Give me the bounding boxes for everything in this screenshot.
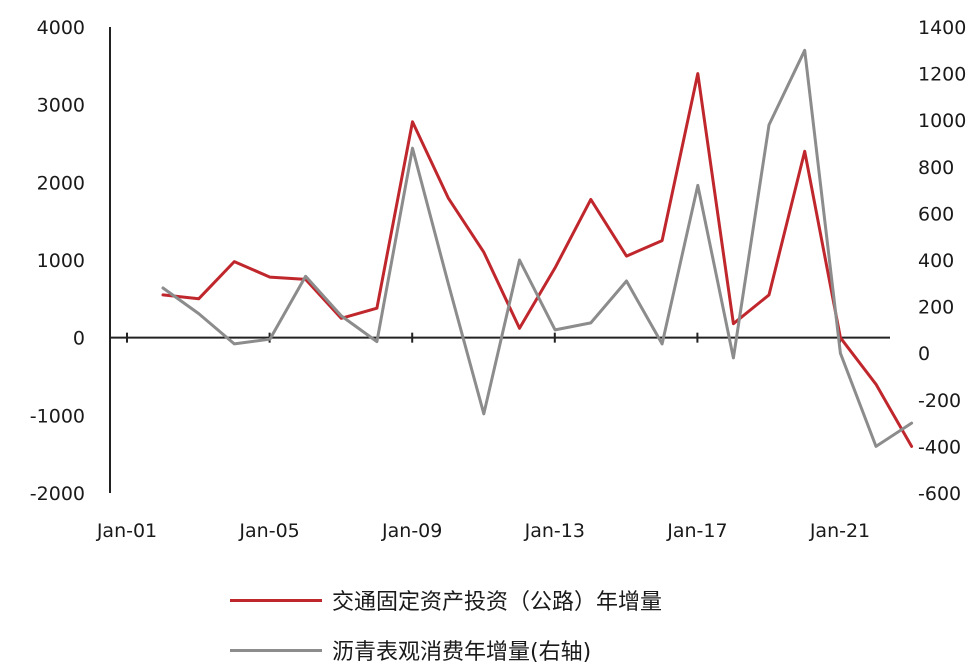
right-tick-label: 1400 (918, 17, 966, 39)
right-tick-label: 800 (918, 157, 954, 179)
x-tick-label: Jan-13 (524, 520, 585, 542)
right-tick-label: 1000 (918, 110, 966, 132)
left-tick-label: 1000 (37, 250, 85, 272)
legend-swatch-red (230, 599, 322, 602)
x-tick-label: Jan-01 (96, 520, 157, 542)
right-tick-label: 200 (918, 297, 954, 319)
right-tick-label: 400 (918, 250, 954, 272)
left-tick-label: 2000 (37, 172, 85, 194)
right-tick-label: -200 (918, 390, 961, 412)
right-tick-label: -600 (918, 483, 961, 505)
chart: 40003000200010000-1000-20001400120010008… (0, 0, 979, 580)
x-tick-label: Jan-05 (238, 520, 299, 542)
legend-label-red: 交通固定资产投资（公路）年增量 (332, 584, 662, 616)
series-line-road-investment (163, 74, 912, 447)
left-tick-label: 3000 (37, 95, 85, 117)
axes (110, 27, 890, 493)
plot-area (163, 50, 912, 446)
left-tick-label: 0 (73, 328, 85, 350)
x-tick-label: Jan-21 (809, 520, 870, 542)
right-tick-label: 1200 (918, 64, 966, 86)
right-tick-label: 0 (918, 343, 930, 365)
left-tick-label: 4000 (37, 17, 85, 39)
legend-item-gray: 沥青表观消费年增量(右轴) (230, 630, 830, 670)
right-tick-label: -400 (918, 436, 961, 458)
right-tick-label: 600 (918, 203, 954, 225)
legend-item-red: 交通固定资产投资（公路）年增量 (230, 580, 830, 620)
legend-swatch-gray (230, 649, 322, 652)
left-tick-label: -2000 (30, 483, 85, 505)
legend-label-gray: 沥青表观消费年增量(右轴) (332, 634, 591, 666)
series-line-asphalt-consumption (163, 50, 912, 446)
x-tick-label: Jan-09 (381, 520, 442, 542)
left-tick-label: -1000 (30, 405, 85, 427)
x-tick-label: Jan-17 (666, 520, 727, 542)
